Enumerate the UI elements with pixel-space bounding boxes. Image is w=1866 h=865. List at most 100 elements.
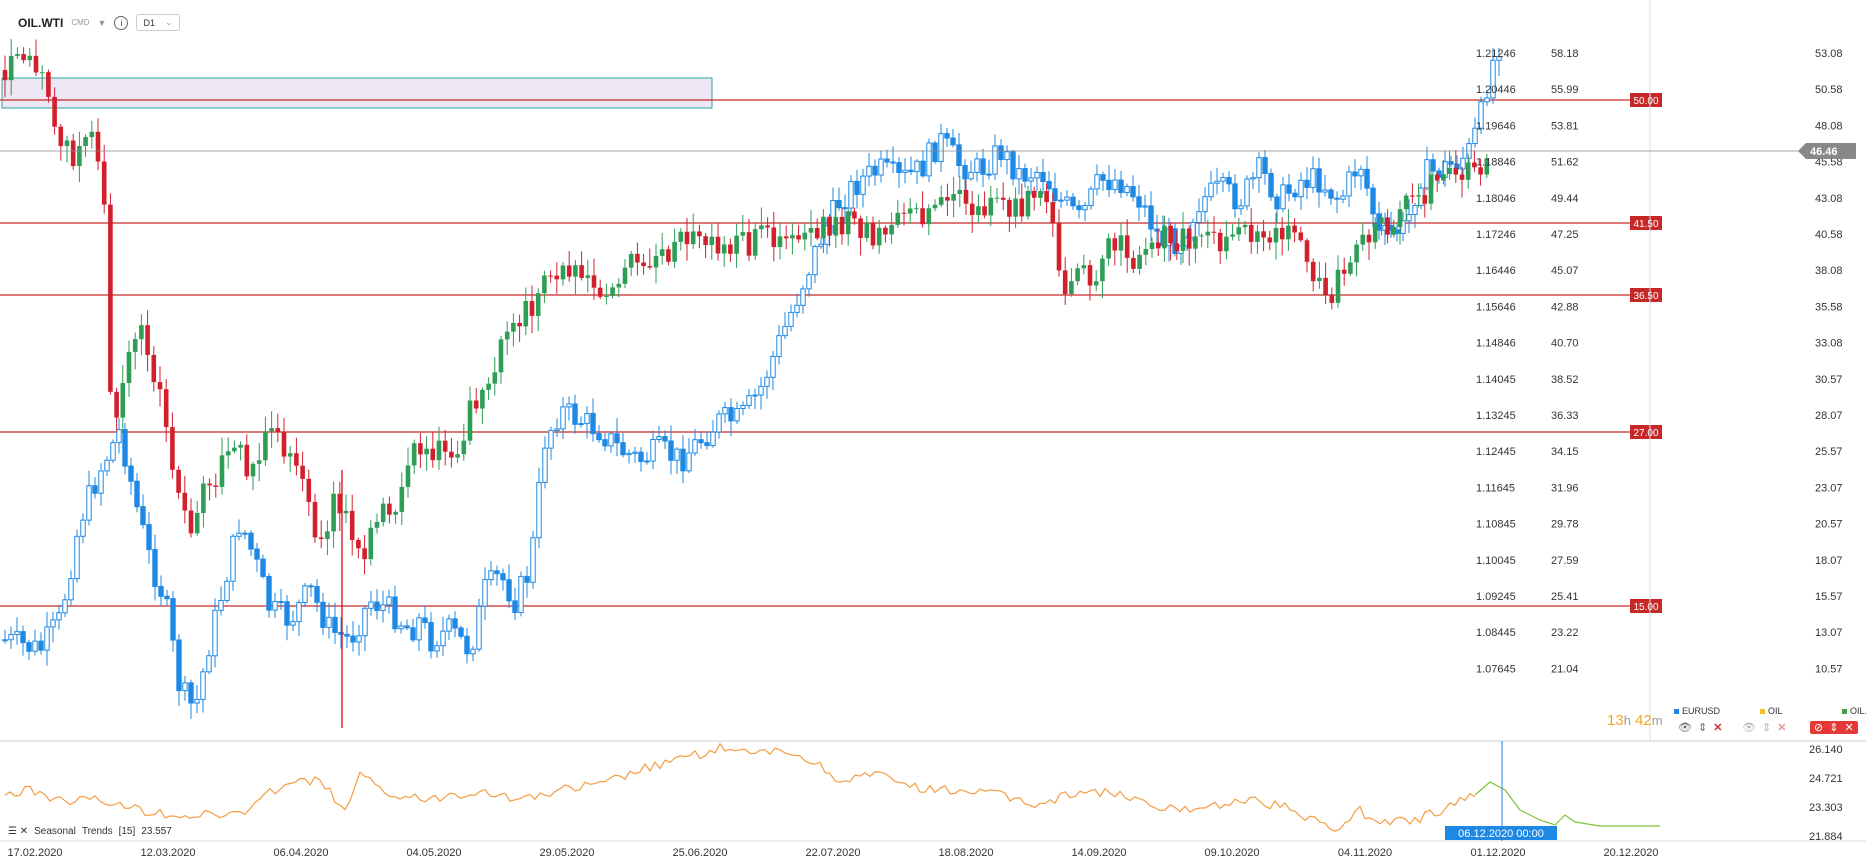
oilwti-candle (263, 431, 268, 461)
date-label: 09.10.2020 (1204, 847, 1259, 859)
close-icon[interactable]: ✕ (1777, 722, 1787, 734)
eurusd-candle (542, 447, 548, 483)
price-label-eurusd: 1.13245 (1476, 410, 1516, 422)
level-value: 41.50 (1633, 219, 1658, 230)
oilwti-candle (864, 222, 870, 238)
eurusd-candle (692, 439, 698, 454)
legend-controls-oil: 👁 ⇕ ✕ (1742, 721, 1786, 734)
eurusd-candle (440, 630, 446, 647)
oilwti-candle (1354, 244, 1359, 263)
oilwti-candle (1236, 227, 1242, 235)
oilwti-candle (244, 444, 250, 477)
eurusd-candle (272, 601, 278, 611)
oilwti-candle (734, 235, 739, 254)
eurusd-candle (152, 549, 158, 587)
eurusd-candle (704, 442, 710, 447)
timeframe-select[interactable]: D1 ⌄ (136, 14, 180, 31)
oilwti-candle (709, 236, 715, 246)
oilwti-candle (523, 301, 529, 327)
oilwti-candle (89, 131, 95, 138)
eurusd-candle (740, 405, 746, 410)
eurusd-candle (878, 158, 884, 176)
eye-icon[interactable]: ⊘ (1814, 722, 1824, 734)
price-label-eurusd: 1.14045 (1476, 374, 1516, 386)
oilwti-candle (814, 227, 820, 239)
price-label-eurusd: 1.10845 (1476, 519, 1516, 531)
eurusd-candle (536, 481, 542, 539)
oilwti-candle (1180, 228, 1186, 251)
level-tag (1630, 599, 1662, 613)
info-icon[interactable]: i (114, 15, 129, 30)
eurusd-candle (1346, 171, 1352, 197)
oilwti-candle (969, 203, 975, 216)
oilwti-candle (783, 236, 789, 239)
oilwti-candle (1168, 225, 1173, 244)
eurusd-candle (686, 452, 692, 472)
eurusd-candle (632, 451, 638, 454)
eurusd-candle (890, 161, 896, 164)
reorder-icon[interactable]: ⇕ (1761, 722, 1772, 734)
eurusd-candle (776, 335, 782, 358)
oilwti-candle (306, 478, 312, 502)
eurusd-candle (992, 145, 998, 175)
eurusd-candle (578, 423, 584, 426)
eurusd-candle (1052, 188, 1058, 202)
eurusd-candle (380, 604, 386, 612)
oilwti-candle (170, 427, 175, 470)
oilwti-candle (535, 293, 541, 316)
oilwti-candle (1298, 232, 1304, 241)
eurusd-candle (1196, 211, 1202, 223)
oilwti-candle (994, 197, 1000, 199)
oilwti-candle (666, 249, 671, 262)
indicator-settings-icon[interactable]: ☰ ✕ (8, 826, 29, 837)
eurusd-candle (344, 633, 350, 637)
price-label-oil: 34.15 (1551, 446, 1579, 458)
oilwti-candle (616, 283, 622, 288)
oilwti-candle (1397, 209, 1403, 227)
supply-zone-rect[interactable] (1, 77, 713, 109)
oilwti-candle (1106, 238, 1111, 259)
eurusd-candle (1148, 205, 1154, 230)
level-value: 27.00 (1633, 428, 1658, 439)
oilwti-candle (1199, 235, 1204, 237)
indicator-label[interactable]: ☰ ✕ Seasonal Trends [15] 23.557 (8, 826, 172, 837)
eurusd-candle (1334, 197, 1340, 200)
symbol-name[interactable]: OIL.WTI (18, 15, 64, 30)
oilwti-candle (1366, 234, 1372, 243)
chevron-down-icon[interactable]: ▼ (97, 17, 107, 28)
eurusd-candle (314, 586, 320, 603)
oilwti-candle (901, 212, 907, 214)
eurusd-candle (122, 429, 128, 467)
eurusd-candle (1490, 59, 1496, 99)
eurusd-candle (164, 595, 170, 600)
oilwti-candle (504, 331, 510, 340)
oilwti-candle (659, 249, 665, 256)
eye-icon[interactable]: 👁 (1678, 722, 1692, 734)
reorder-icon[interactable]: ⇕ (1829, 722, 1839, 734)
eurusd-candle (1370, 187, 1376, 215)
eye-icon[interactable]: 👁 (1742, 722, 1756, 734)
oilwti-candle (15, 54, 20, 56)
oilwti-candle (2, 70, 8, 81)
close-icon[interactable]: ✕ (1713, 722, 1723, 734)
eurusd-candle (476, 605, 482, 650)
legend-eurusd: EURUSD (1674, 706, 1720, 716)
eurusd-candle (800, 288, 806, 306)
oilwti-candle (1062, 270, 1068, 295)
close-icon[interactable]: ✕ (1844, 722, 1854, 734)
eurusd-candle (614, 433, 620, 444)
eurusd-candle (530, 537, 536, 583)
price-label-oilwti: 13.07 (1815, 627, 1843, 639)
reorder-icon[interactable]: ⇕ (1697, 722, 1708, 734)
eurusd-candle (1136, 196, 1142, 208)
oilwti-candle (163, 389, 169, 428)
eurusd-candle (1154, 228, 1160, 232)
eurusd-candle (146, 524, 152, 551)
oilwti-candle (1385, 217, 1390, 235)
eurusd-candle (920, 160, 926, 177)
eurusd-candle (698, 439, 704, 444)
oilwti-candle (1472, 162, 1477, 168)
eurusd-candle (1232, 183, 1238, 210)
legend-label: OIL.WT.. (1850, 706, 1866, 716)
